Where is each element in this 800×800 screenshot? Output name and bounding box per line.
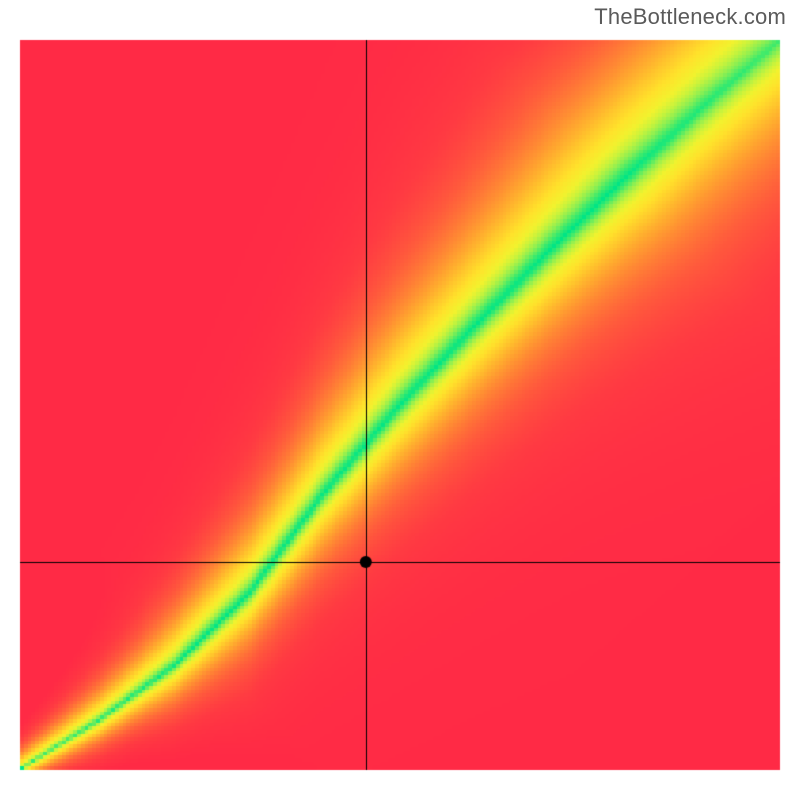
heatmap-canvas <box>0 0 800 800</box>
chart-container: TheBottleneck.com <box>0 0 800 800</box>
watermark-text: TheBottleneck.com <box>594 4 786 30</box>
